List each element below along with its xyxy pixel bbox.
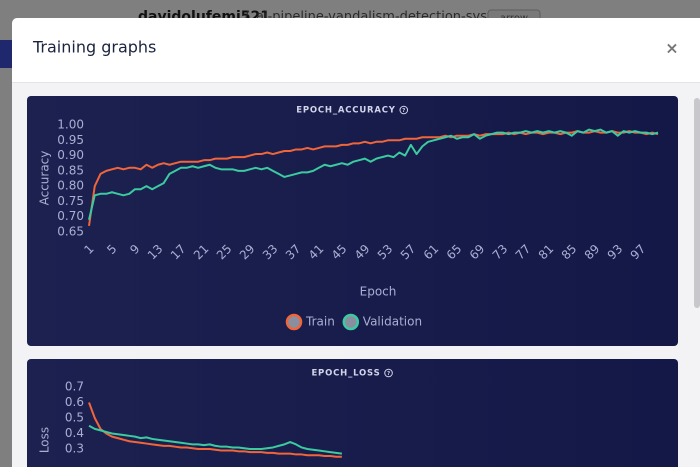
y-axis-label: Accuracy [38, 151, 52, 206]
info-icon-mark: ? [387, 371, 390, 377]
y-tick-label: 0.95 [57, 133, 84, 147]
chart-panel [27, 359, 678, 467]
data-line [88, 402, 342, 458]
y-tick-label: 0.70 [57, 209, 84, 223]
y-tick-label: 0.65 [57, 225, 84, 239]
y-tick-label: 0.6 [65, 395, 84, 409]
info-icon[interactable] [384, 368, 393, 378]
data-line [88, 424, 343, 455]
y-tick-label: 0.3 [65, 442, 84, 456]
info-icon[interactable] [399, 105, 409, 115]
chart-panel [27, 96, 678, 346]
legend-marker[interactable] [285, 313, 303, 331]
data-line [88, 130, 659, 227]
divider [12, 82, 700, 83]
legend-label[interactable]: Validation [363, 315, 422, 329]
close-button[interactable]: × [665, 39, 678, 58]
y-tick-label: 0.5 [65, 411, 84, 425]
x-axis-label: Epoch [360, 285, 397, 299]
y-tick-label: 0.75 [57, 194, 84, 208]
y-tick-label: 1.00 [57, 118, 84, 132]
y-tick-label: 0.85 [57, 163, 84, 177]
y-tick-label: 0.4 [65, 426, 84, 440]
info-icon-mark: ? [402, 108, 405, 114]
legend-label[interactable]: Train [305, 315, 335, 329]
y-tick-label: 0.7 [65, 380, 84, 394]
chart-accuracy: EPOCH_ACCURACY ?1.000.950.900.850.800.750… [38, 105, 659, 331]
modal-title: Training graphs [32, 38, 156, 57]
chart-title: EPOCH_LOSS [311, 369, 380, 379]
chart-title: EPOCH_ACCURACY [296, 106, 396, 116]
data-line [88, 128, 659, 220]
legend-marker[interactable] [342, 313, 360, 331]
scrollbar[interactable] [694, 98, 700, 308]
y-tick-label: 0.80 [57, 179, 84, 193]
chart-loss: EPOCH_LOSS ? 0.70.6 0.50.4 0.3 Loss [38, 368, 393, 458]
y-tick-label: 0.90 [57, 148, 84, 162]
y-axis-label: Loss [38, 427, 52, 453]
